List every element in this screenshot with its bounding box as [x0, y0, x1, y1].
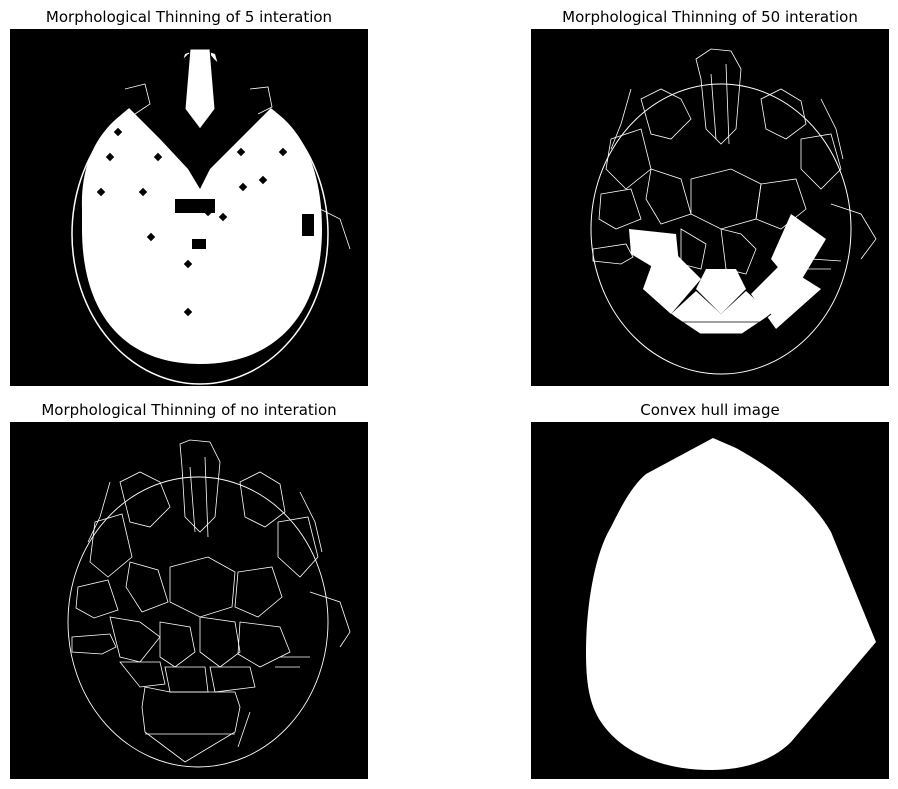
panel-title: Morphological Thinning of no interation — [41, 401, 337, 419]
thinning-none-image — [10, 422, 368, 779]
thinning-50-image — [531, 29, 889, 386]
convex-hull-image — [531, 422, 889, 779]
convex-hull-shape — [586, 438, 876, 770]
thinning-5-image — [10, 29, 368, 386]
panel-title: Convex hull image — [640, 401, 780, 419]
panel-title: Morphological Thinning of 50 interation — [562, 8, 858, 26]
panel-title: Morphological Thinning of 5 interation — [45, 8, 333, 26]
